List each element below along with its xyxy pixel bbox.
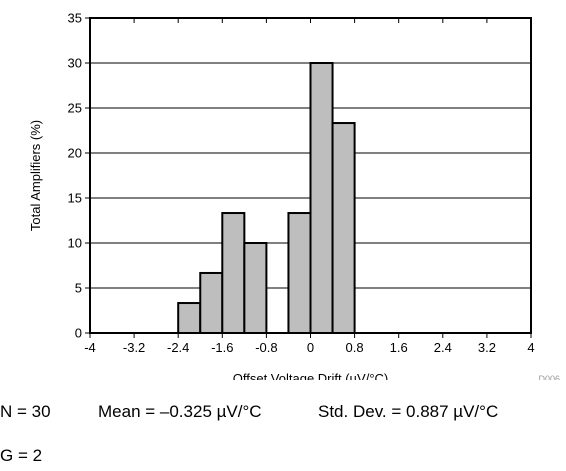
histogram-bar (243, 242, 268, 334)
x-tick-label: 1.6 (390, 340, 408, 355)
x-tick-label: -0.8 (255, 340, 277, 355)
x-tick-label: 3.2 (478, 340, 496, 355)
sample-count: N = 30 (0, 402, 51, 421)
y-tick-label: 25 (68, 101, 82, 116)
gain-value: G = 2 (0, 446, 43, 465)
histogram-bar (199, 271, 224, 334)
y-tick-label: 10 (68, 236, 82, 251)
y-tick-label: 5 (75, 281, 82, 296)
histogram-bar (177, 302, 202, 334)
histogram-bar (309, 62, 334, 334)
mean-value: Mean = –0.325 µV/°C (98, 402, 262, 421)
x-axis-title: Offset Voltage Drift (µV/°C) (233, 371, 389, 380)
y-tick-label: 0 (75, 326, 82, 341)
y-axis-title: Total Amplifiers (%) (28, 120, 43, 231)
histogram-bar (221, 212, 246, 334)
std-dev-value: Std. Dev. = 0.887 µV/°C (318, 402, 499, 421)
x-tick-label: 0.8 (346, 340, 364, 355)
y-tick-label: 30 (68, 56, 82, 71)
x-tick-label: 4 (527, 340, 534, 355)
tick-labels: -4 -3.2 -2.4 -1.6 -0.8 0 0.8 1.6 2.4 3.2 4 0 5 10 15 20… (68, 11, 535, 356)
histogram-bar (287, 212, 312, 334)
histogram-bar (331, 122, 356, 334)
x-tick-label: -3.2 (123, 340, 145, 355)
x-tick-label: 0 (307, 340, 314, 355)
y-tick-label: 15 (68, 191, 82, 206)
x-tick-label: -4 (84, 340, 96, 355)
x-tick-label: -1.6 (211, 340, 233, 355)
x-tick-label: -2.4 (167, 340, 189, 355)
figure-id: D006 (538, 374, 560, 380)
x-tick-label: 2.4 (434, 340, 452, 355)
bars (177, 62, 356, 334)
y-tick-label: 20 (68, 146, 82, 161)
axis-ticks (85, 17, 532, 338)
y-tick-label: 35 (68, 11, 82, 26)
histogram-chart: -4 -3.2 -2.4 -1.6 -0.8 0 0.8 1.6 2.4 3.2 4 0 5 10 15 20… (28, 11, 560, 381)
